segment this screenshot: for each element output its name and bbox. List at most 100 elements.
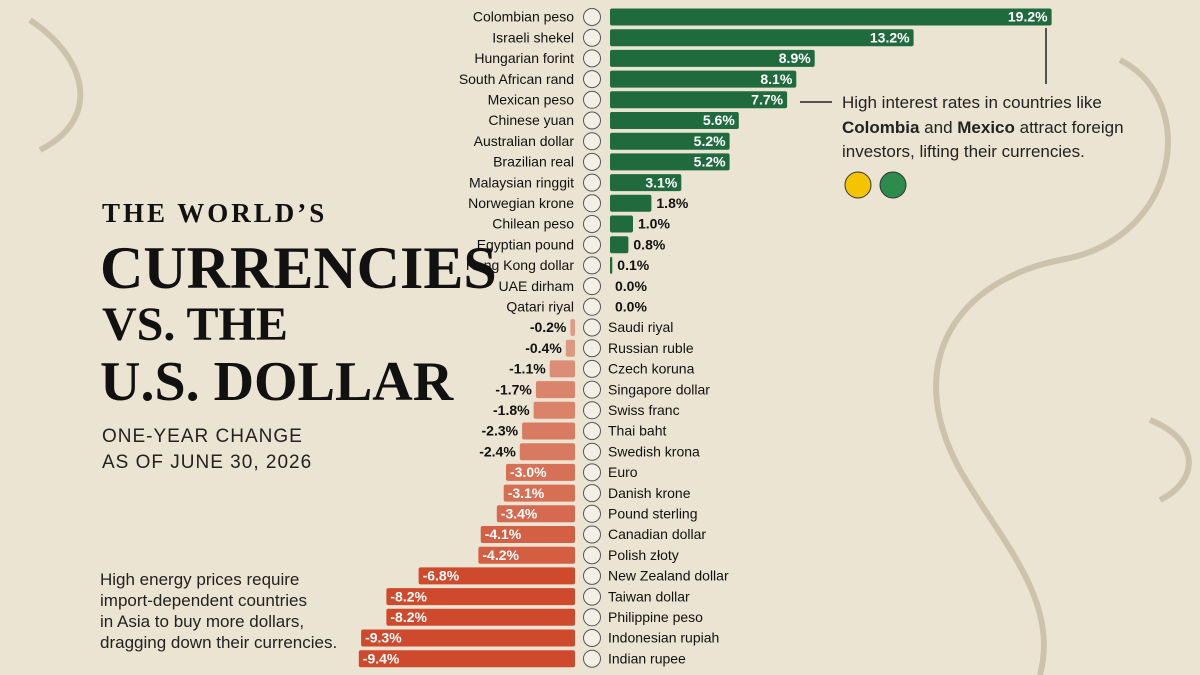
category-label: Swiss franc [608,402,680,418]
category-label: Chinese yuan [488,112,574,128]
category-label: Euro [608,464,638,480]
category-label: Singapore dollar [608,381,710,397]
category-label: Pound sterling [608,506,698,522]
title-line: VS. THE [102,298,288,351]
annotation-line: import-dependent countries [100,591,307,610]
flag [583,525,601,544]
category-label: Mexican peso [488,92,575,108]
value-label: 0.0% [615,299,647,315]
bar [478,546,575,564]
category-label: Thai baht [608,423,666,439]
value-label: 0.8% [633,236,665,252]
bar [549,360,575,378]
category-label: Brazilian real [493,154,574,170]
bar [522,422,575,440]
flag [583,235,601,254]
bar [610,91,788,109]
text: attract foreign [1015,118,1124,137]
annotation-line: Colombia and Mexico attract foreign [842,118,1124,137]
category-label: Taiwan dollar [608,588,690,604]
subtitle: ONE-YEAR CHANGE [102,426,303,447]
flag [583,256,601,275]
flag [583,442,601,461]
annotation-line: High energy prices require [100,570,299,589]
bar [418,567,575,585]
flag [583,8,601,26]
flag [583,70,601,89]
value-label: 13.2% [870,29,910,45]
flag [583,132,601,151]
category-label: Malaysian ringgit [469,174,574,190]
value-label: 19.2% [1008,9,1048,25]
category-label: Swedish krona [608,443,700,459]
title-line: THE WORLD’S [102,198,327,228]
value-label: -1.1% [509,361,546,377]
category-label: Chilean peso [492,216,574,232]
flag [583,359,601,378]
value-label: 5.2% [694,133,726,149]
category-label: South African rand [459,71,574,87]
emphasis: Mexico [957,118,1015,137]
category-label: Canadian dollar [608,526,706,542]
category-label: Polish złoty [608,547,679,563]
value-label: 5.6% [703,112,735,128]
flag [583,649,601,668]
value-label: -6.8% [423,568,460,584]
emphasis: Colombia [842,118,920,137]
annotation-top: High interest rates in countries like Co… [800,28,1124,199]
bar [535,381,575,399]
category-label: Czech koruna [608,361,695,377]
bar [386,588,575,606]
value-label: -4.1% [485,526,522,542]
value-label: -0.2% [530,319,567,335]
annotation-line: in Asia to buy more dollars, [100,612,304,631]
category-label: Hungarian forint [474,50,574,66]
bar [503,484,575,502]
title-line: U.S. DOLLAR [100,351,454,413]
category-label: Colombian peso [473,9,574,25]
value-label: 3.1% [645,174,677,190]
flag [583,215,601,233]
value-label: -2.3% [482,423,519,439]
value-label: -2.4% [479,443,516,459]
category-label: Norwegian krone [468,195,574,211]
flag [583,49,601,68]
value-label: -9.4% [363,650,400,666]
category-label: Indian rupee [608,650,686,666]
bar [610,29,914,47]
bar [358,650,575,668]
value-label: -0.4% [525,340,562,356]
value-label: -8.2% [390,609,427,625]
annotation-line: dragging down their currencies. [100,633,337,652]
decoration [28,17,1192,675]
bar [610,153,730,171]
value-label: -1.8% [493,402,530,418]
value-label: -1.7% [495,381,532,397]
value-label: 1.8% [656,195,688,211]
bar [610,194,652,212]
flag [583,504,601,523]
text: and [919,118,957,137]
category-label: New Zealand dollar [608,568,729,584]
flag [583,608,601,627]
bar [386,608,575,626]
value-label: 5.2% [694,154,726,170]
value-label: -4.2% [482,547,519,563]
flag [583,463,601,482]
flag [583,587,601,606]
flag [583,380,601,399]
value-label: -8.2% [390,588,427,604]
category-label: Egyptian pound [477,236,574,252]
annotation-line: High interest rates in countries like [842,93,1102,112]
bar [610,112,739,129]
flag [879,171,907,199]
bar [570,319,575,336]
category-label: Russian ruble [608,340,694,356]
flag [583,339,601,358]
title-line: CURRENCIES [100,235,497,301]
flag [583,401,601,420]
category-label: Saudi riyal [608,319,673,335]
category-label: Israeli shekel [492,29,574,45]
